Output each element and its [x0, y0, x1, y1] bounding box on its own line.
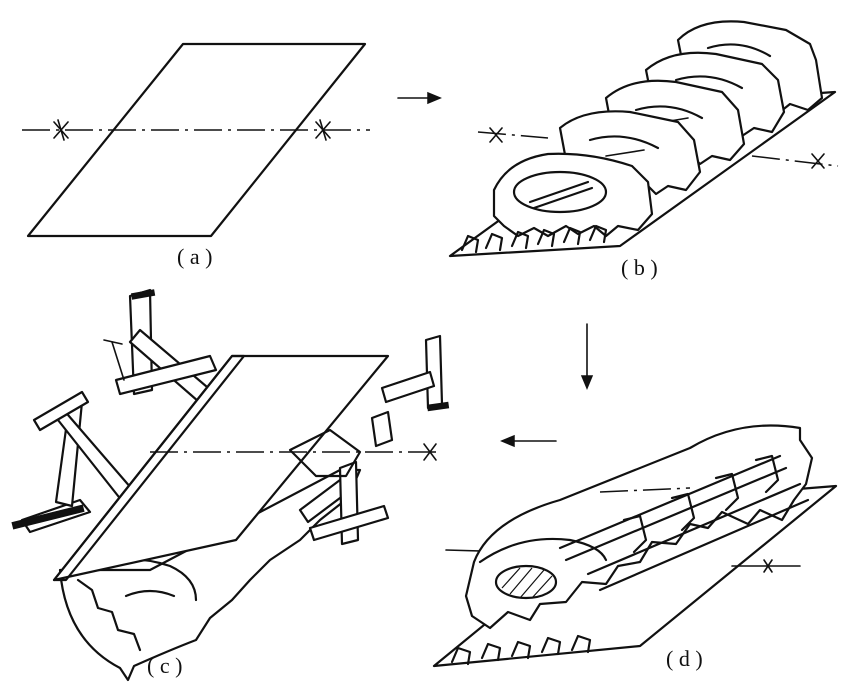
hatching: [501, 567, 553, 599]
center-line-left: [477, 131, 549, 139]
caption-c: ( c ): [147, 653, 183, 678]
side-structure-right: [288, 334, 450, 546]
hull-bottom: [58, 468, 362, 682]
symmetry-mark-b-left: [489, 127, 503, 143]
arrow-a-to-b: [397, 91, 442, 105]
shell-edge: [478, 537, 608, 564]
panel-c-full-section: [11, 288, 450, 682]
symmetry-mark-d: [763, 559, 773, 573]
longitudinal-girders: [558, 454, 810, 592]
symmetry-mark-c: [423, 443, 437, 461]
shell-center-line: [599, 487, 691, 493]
plate-outline: [26, 42, 367, 238]
transverse-frames: [622, 454, 780, 554]
symmetry-mark-b-right: [811, 153, 825, 169]
panel-a-flat-plate: [22, 42, 370, 238]
side-structure-upper: [103, 288, 222, 410]
arrow-d-to-c: [500, 434, 557, 448]
side-structure-left: [11, 390, 140, 534]
stiffener-stubs: [450, 634, 592, 666]
frame-1-front: [492, 152, 654, 238]
deck-edge: [52, 354, 246, 582]
caption-b: ( b ): [621, 255, 658, 280]
stiffener-stubs: [460, 224, 608, 254]
center-line-right: [751, 155, 839, 167]
caption-d: ( d ): [666, 646, 703, 671]
symmetry-mark-right: [315, 119, 331, 141]
symmetry-mark-left: [53, 119, 69, 141]
panel-d-closed-block: [432, 424, 838, 668]
arrow-b-to-d: [580, 323, 594, 390]
panel-b-plate-with-frames: [448, 20, 839, 258]
caption-a: ( a ): [177, 244, 213, 269]
frame-2: [558, 110, 702, 196]
